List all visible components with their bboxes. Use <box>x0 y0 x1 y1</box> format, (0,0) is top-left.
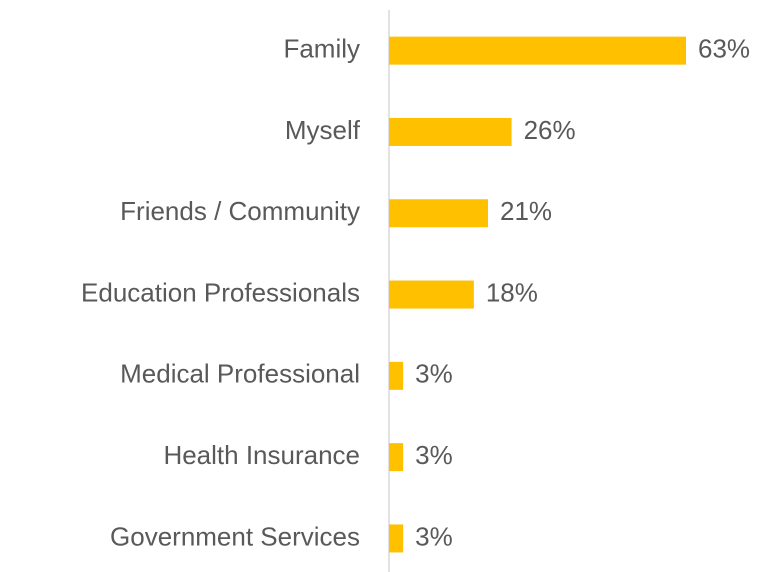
category-label: Government Services <box>110 521 360 551</box>
value-label: 3% <box>415 440 453 470</box>
value-label: 26% <box>524 115 576 145</box>
category-label: Myself <box>285 115 361 145</box>
value-label: 3% <box>415 521 453 551</box>
bar <box>389 361 404 390</box>
bar <box>389 524 404 553</box>
value-label: 63% <box>698 34 750 64</box>
value-label: 18% <box>486 277 538 307</box>
bar <box>389 199 488 228</box>
category-label: Education Professionals <box>81 277 360 307</box>
bar <box>389 36 686 65</box>
bar <box>389 117 512 146</box>
category-label: Family <box>283 34 360 64</box>
bar <box>389 280 474 309</box>
category-label: Health Insurance <box>163 440 360 470</box>
category-label: Friends / Community <box>120 196 360 226</box>
value-label: 3% <box>415 359 453 389</box>
bar <box>389 443 404 472</box>
value-label: 21% <box>500 196 552 226</box>
category-label: Medical Professional <box>120 359 360 389</box>
